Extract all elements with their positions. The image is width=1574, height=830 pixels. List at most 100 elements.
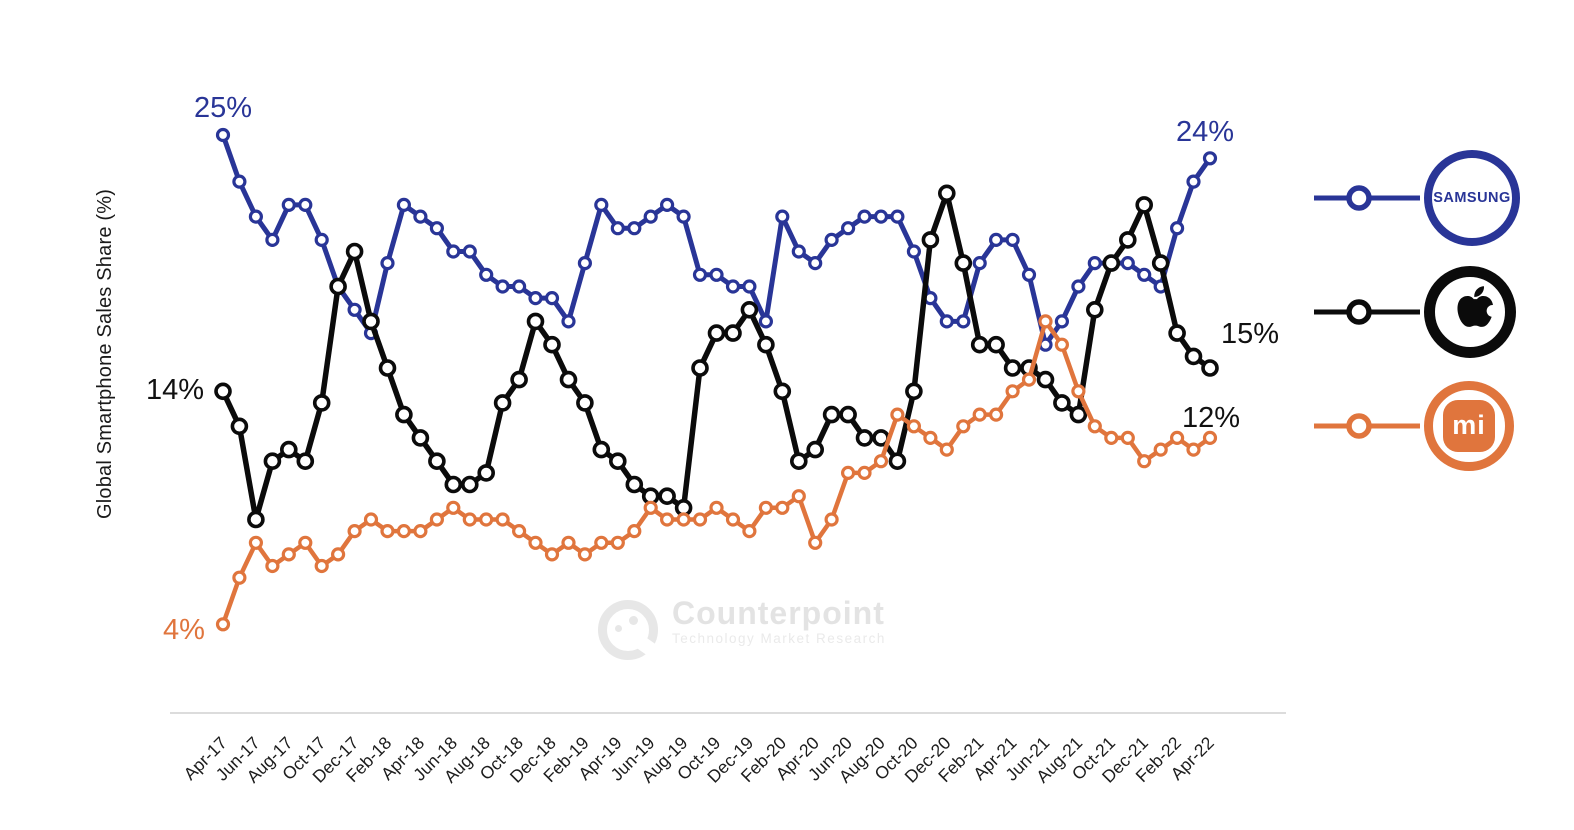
xiaomi-data-point [215, 617, 231, 632]
xiaomi-data-point [676, 512, 691, 527]
samsung-data-point [988, 232, 1004, 247]
samsung-data-point [281, 197, 296, 212]
xiaomi-data-point [659, 512, 675, 527]
apple-data-point [510, 370, 528, 389]
samsung-data-point [1054, 314, 1070, 329]
samsung-data-point [692, 267, 708, 282]
legend-entry-apple [1312, 264, 1562, 360]
xiaomi-data-point [1137, 454, 1152, 469]
samsung-data-point [643, 209, 658, 224]
xiaomi-data-point [742, 523, 757, 539]
apple-data-point [970, 335, 989, 354]
samsung-data-point [314, 232, 329, 247]
xiaomi-data-point [758, 500, 774, 515]
samsung-data-point [1169, 221, 1185, 236]
xiaomi-data-point [709, 500, 724, 515]
samsung-data-point [1186, 174, 1201, 189]
samsung-data-point [479, 267, 494, 282]
mi-wordmark: mi [1452, 409, 1486, 440]
samsung-data-point [742, 279, 757, 294]
samsung-data-point [215, 127, 231, 143]
apple-data-point [724, 324, 742, 342]
samsung-wordmark: SAMSUNG [1433, 190, 1511, 206]
samsung-data-point [791, 244, 806, 259]
xiaomi-data-point [594, 535, 609, 550]
apple-series-line [220, 190, 1212, 523]
apple-data-point [296, 452, 315, 471]
samsung-data-point [890, 209, 905, 224]
apple-data-point [395, 405, 413, 424]
apple-data-point [740, 300, 759, 319]
samsung-data-point [1120, 256, 1135, 271]
xiaomi-data-point [939, 442, 954, 457]
xiaomi-data-point [1021, 372, 1037, 387]
xiaomi-data-point [824, 512, 839, 527]
apple-data-point [608, 452, 627, 471]
apple-data-point [312, 394, 331, 412]
apple-data-point [757, 335, 775, 354]
samsung-data-point [676, 209, 691, 224]
samsung-data-point [906, 244, 922, 259]
xiaomi-data-point [923, 430, 938, 445]
samsung-line-marker-icon [1314, 185, 1420, 211]
samsung-data-point [594, 197, 609, 212]
samsung-data-point [248, 209, 263, 224]
apple-data-point [806, 440, 825, 459]
samsung-data-point [561, 314, 576, 329]
xiaomi-data-point [1071, 384, 1086, 399]
apple-data-point [247, 510, 265, 529]
apple-data-point [460, 475, 479, 494]
apple-data-point [543, 335, 561, 354]
xiaomi-data-point [265, 558, 280, 574]
samsung-data-point [808, 256, 823, 271]
samsung-data-point [824, 232, 839, 247]
apple-data-point [329, 277, 347, 296]
samsung-data-point [709, 267, 724, 282]
apple-line-marker-icon [1314, 299, 1420, 325]
apple-data-point [411, 429, 430, 447]
apple-data-point [526, 312, 545, 331]
xiaomi-data-point [528, 535, 543, 550]
samsung-data-point [1071, 279, 1086, 294]
xiaomi-data-point [791, 489, 806, 504]
samsung-data-point [1005, 232, 1020, 247]
apple-logo-icon [1424, 266, 1516, 358]
apple-data-point [658, 487, 676, 506]
apple-end-label: 15% [1221, 318, 1280, 350]
xiaomi-end-label: 12% [1182, 402, 1241, 434]
apple-data-point [592, 440, 611, 459]
samsung-data-point [758, 314, 774, 329]
xiaomi-data-point [429, 512, 444, 527]
samsung-data-point [298, 197, 313, 212]
samsung-data-point [725, 279, 741, 294]
samsung-data-point [1137, 267, 1152, 282]
apple-data-point [1151, 254, 1170, 272]
samsung-data-point [511, 279, 527, 294]
xiaomi-data-point [725, 512, 741, 527]
xiaomi-data-point [281, 547, 296, 562]
counterpoint-logo-icon [598, 600, 658, 660]
xiaomi-data-point [363, 512, 379, 527]
apple-data-point [1003, 359, 1022, 377]
samsung-data-point [659, 197, 675, 212]
xiaomi-data-point [314, 558, 329, 574]
apple-data-point [477, 464, 496, 482]
samsung-data-point [1021, 267, 1037, 282]
xiaomi-data-point [413, 523, 428, 539]
xiaomi-data-point [331, 547, 346, 562]
xiaomi-data-point [347, 523, 362, 539]
xiaomi-data-point [956, 419, 971, 434]
apple-data-point [855, 429, 874, 447]
apple-data-point [1168, 324, 1186, 342]
xiaomi-data-point [857, 465, 872, 480]
apple-data-point [937, 184, 956, 203]
samsung-data-point [873, 209, 889, 224]
apple-data-point [428, 452, 446, 471]
xiaomi-data-point [479, 512, 494, 527]
apple-data-point [444, 475, 463, 494]
apple-data-point [1135, 196, 1153, 214]
samsung-data-point [380, 256, 395, 271]
apple-data-point [789, 452, 808, 471]
xiaomi-series-line [220, 319, 1212, 626]
